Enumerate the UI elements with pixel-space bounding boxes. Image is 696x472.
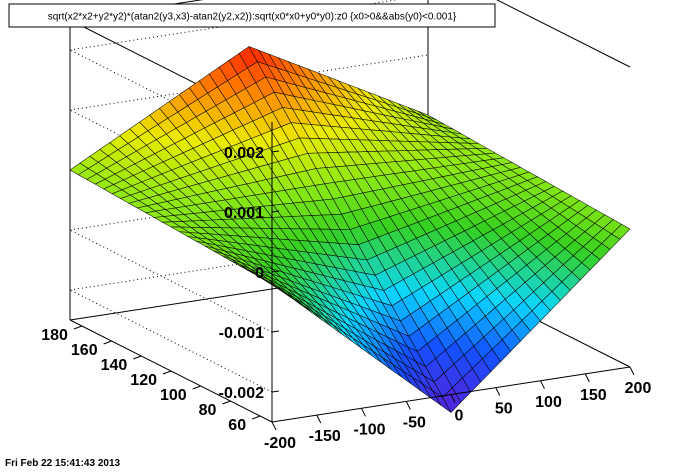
x-tick-label: -100 bbox=[353, 421, 385, 438]
grid-z-left-4 bbox=[69, 49, 273, 153]
front-frame bbox=[73, 122, 635, 431]
y-tick-mark bbox=[103, 340, 112, 345]
y-tick-label: 180 bbox=[41, 327, 68, 344]
x-tick-label: -200 bbox=[264, 435, 296, 452]
x-tick-label: 150 bbox=[580, 387, 607, 404]
z-tick-mark bbox=[271, 390, 280, 393]
title-box: sqrt(x2*x2+y2*y2)*(atan2(y3,x3)-atan2(y2… bbox=[8, 3, 496, 28]
y-tick-mark bbox=[251, 415, 261, 420]
grid-z-back-4 bbox=[69, 0, 399, 51]
y-tick-mark bbox=[73, 325, 83, 330]
grid-z-back-1 bbox=[69, 174, 429, 231]
x-tick-label: -150 bbox=[309, 428, 341, 445]
surface-mesh bbox=[69, 45, 631, 413]
x-tick-mark bbox=[450, 394, 456, 403]
x-tick-mark bbox=[540, 380, 545, 390]
y-tick-mark bbox=[133, 355, 142, 360]
grid-z-left-3 bbox=[69, 109, 273, 213]
z-tick-label: -0.002 bbox=[219, 385, 264, 402]
grid-z-left-1 bbox=[69, 229, 273, 333]
z-tick-label: 0.001 bbox=[224, 205, 264, 222]
z-tick-mark bbox=[271, 270, 280, 273]
date-stamp: Fri Feb 22 15:41:43 2013 bbox=[5, 458, 121, 469]
plot-title: sqrt(x2*x2+y2*y2)*(atan2(y3,x3)-atan2(y2… bbox=[48, 12, 457, 23]
surface-cell bbox=[611, 223, 631, 240]
tick-labels: -0.002 -0.001 0 0.001 0.002 -200 -150 -100 -50 0 5… bbox=[41, 145, 651, 452]
y-tick-label: 80 bbox=[199, 402, 217, 419]
x-tick-label: 200 bbox=[625, 380, 652, 397]
y-tick-mark bbox=[192, 385, 201, 390]
y-tick-label: 160 bbox=[71, 342, 98, 359]
x-tick-mark bbox=[405, 401, 411, 410]
x-tick-label: 0 bbox=[455, 408, 464, 425]
grid-z-back-3 bbox=[69, 54, 429, 111]
y-tick-mark bbox=[162, 370, 172, 375]
y-tick-label: 120 bbox=[130, 372, 157, 389]
z-tick-label: 0 bbox=[255, 265, 264, 282]
x-tick-label: -50 bbox=[403, 414, 426, 431]
right-top-edge bbox=[496, 0, 631, 68]
z-tick-label: -0.001 bbox=[219, 325, 264, 342]
z-tick-mark bbox=[271, 150, 280, 153]
y-tick-label: 60 bbox=[228, 417, 246, 434]
grid-z-back-0 bbox=[69, 234, 429, 291]
title-frame bbox=[8, 3, 496, 28]
x-tick-label: 100 bbox=[535, 394, 562, 411]
y-tick-label: 100 bbox=[160, 387, 187, 404]
z-tick-mark bbox=[271, 210, 280, 213]
x-tick-mark bbox=[629, 366, 635, 376]
z-tick-label: 0.002 bbox=[224, 145, 264, 162]
x-tick-label: 50 bbox=[495, 401, 513, 418]
x-tick-mark bbox=[271, 421, 277, 431]
x-tick-mark bbox=[495, 387, 501, 396]
x-tick-mark bbox=[584, 373, 590, 383]
y-tick-mark bbox=[222, 400, 231, 405]
grid-z-left-0 bbox=[69, 289, 273, 393]
x-tick-mark bbox=[316, 414, 322, 424]
x-tick-mark bbox=[361, 408, 366, 417]
y-tick-label: 140 bbox=[101, 357, 128, 374]
z-tick-mark bbox=[271, 330, 280, 333]
